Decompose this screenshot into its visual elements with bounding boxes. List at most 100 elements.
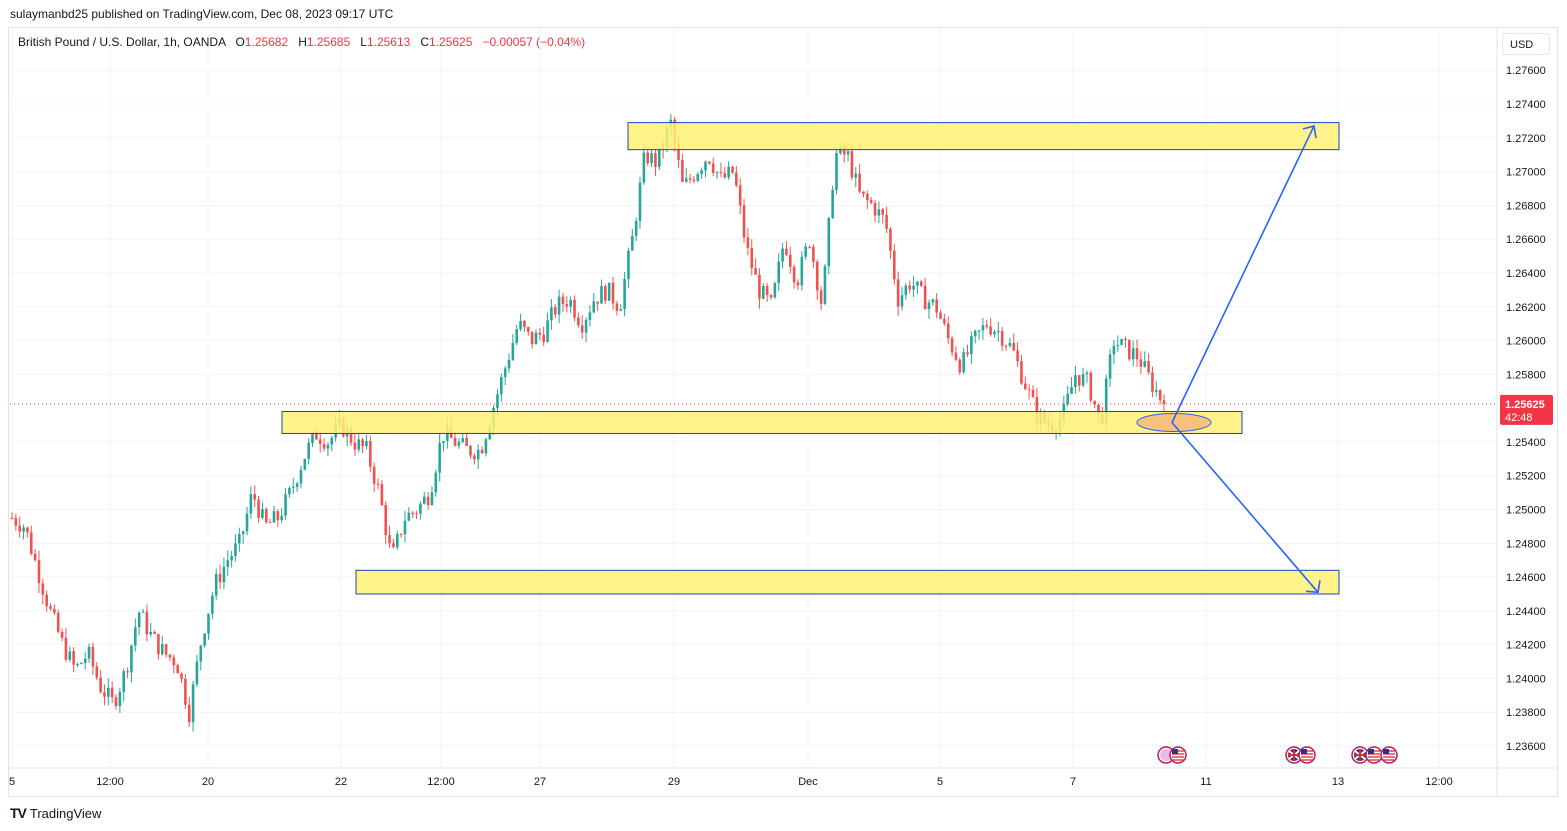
y-tick-label: 1.24800 xyxy=(1506,538,1546,550)
candle-body xyxy=(631,235,634,251)
low-label: L xyxy=(360,35,367,49)
candle-body xyxy=(503,368,507,378)
candle-body xyxy=(842,146,846,155)
candle-body xyxy=(114,697,118,707)
candle-body xyxy=(1035,397,1039,424)
candle-body xyxy=(107,687,110,697)
candle-body xyxy=(538,332,542,335)
candle-body xyxy=(962,352,965,373)
candle-body xyxy=(207,613,210,634)
candle-body xyxy=(29,532,33,554)
candle-body xyxy=(688,178,692,180)
currency-button[interactable]: USD xyxy=(1502,33,1550,55)
y-tick-label: 1.27000 xyxy=(1506,167,1546,179)
symbol-name: British Pound / U.S. Dollar, 1h, OANDA xyxy=(18,35,226,49)
candle-body xyxy=(742,205,746,238)
candle-body xyxy=(388,535,391,544)
candle-body xyxy=(573,299,576,318)
candle-body xyxy=(191,684,195,723)
candle-body xyxy=(426,496,430,505)
candle-body xyxy=(1139,359,1143,367)
candle-body xyxy=(1089,372,1093,401)
candle-body xyxy=(187,704,191,723)
candle-body xyxy=(199,645,203,662)
candle-body xyxy=(584,319,588,333)
candle-body xyxy=(153,631,156,634)
flag-us-icon[interactable] xyxy=(1169,746,1187,764)
candle-body xyxy=(1158,390,1162,401)
candle-body xyxy=(681,159,684,182)
candle-body xyxy=(1027,389,1031,391)
candle-body xyxy=(365,441,368,447)
candle-body xyxy=(1151,372,1154,392)
x-tick-label: 29 xyxy=(668,776,680,788)
chart-frame xyxy=(8,27,1558,797)
flag-us-icon[interactable] xyxy=(1380,746,1398,764)
candle-body xyxy=(395,533,399,548)
candle-body xyxy=(357,439,361,450)
y-tick-label: 1.27400 xyxy=(1506,99,1546,111)
candle-body xyxy=(550,307,553,321)
y-tick-label: 1.26200 xyxy=(1506,302,1546,314)
x-tick-label: 22 xyxy=(335,776,347,788)
candle-body xyxy=(145,611,149,635)
candle-body xyxy=(392,543,395,548)
candle-body xyxy=(762,285,765,299)
symbol-legend[interactable]: British Pound / U.S. Dollar, 1h, OANDA O… xyxy=(18,35,585,49)
candle-body xyxy=(919,281,923,286)
y-tick-label: 1.23600 xyxy=(1506,741,1546,753)
candle-body xyxy=(1093,400,1096,405)
candle-body xyxy=(407,512,411,521)
candle-body xyxy=(133,627,137,646)
flag-us-icon[interactable] xyxy=(1298,746,1316,764)
candle-body xyxy=(303,458,307,470)
flag-uk-icon[interactable] xyxy=(1285,746,1303,764)
candle-body xyxy=(384,505,388,536)
candle-body xyxy=(172,657,176,666)
x-tick-label: 12:00 xyxy=(96,776,124,788)
candle-body xyxy=(634,220,638,236)
open-label: O xyxy=(235,35,245,49)
price-tag-countdown: 42:48 xyxy=(1505,412,1533,424)
us-flag-canton xyxy=(1172,749,1178,754)
candle-body xyxy=(288,488,291,495)
candle-body xyxy=(137,612,141,628)
candle-body xyxy=(738,185,742,206)
candle-body xyxy=(804,246,807,257)
candle-body xyxy=(835,153,838,190)
flag-us-icon[interactable] xyxy=(1365,746,1383,764)
candle-body xyxy=(769,295,773,298)
candle-body xyxy=(1128,339,1131,360)
candle-body xyxy=(141,611,145,613)
y-tick-label: 1.26400 xyxy=(1506,268,1546,280)
candle-body xyxy=(850,151,854,178)
arrow-down-head xyxy=(1305,580,1321,594)
candle-body xyxy=(126,671,129,673)
price-tag-value: 1.25625 xyxy=(1505,399,1545,411)
candle-body xyxy=(604,286,607,301)
candle-body xyxy=(773,283,777,298)
candle-body xyxy=(704,161,707,171)
arrow-up-line xyxy=(1171,125,1315,423)
candle-body xyxy=(245,513,249,532)
candle-body xyxy=(977,330,981,332)
candle-body xyxy=(900,295,904,307)
candle-body xyxy=(118,691,122,707)
candle-body xyxy=(754,268,757,275)
candle-body xyxy=(214,573,218,596)
candle-body xyxy=(981,325,985,331)
candle-body xyxy=(83,658,87,663)
brand[interactable]: TV TradingView xyxy=(10,805,101,821)
candle-body xyxy=(430,492,434,505)
candle-body xyxy=(211,595,214,614)
candle-body xyxy=(1116,344,1120,346)
candle-body xyxy=(253,494,257,500)
candle-body xyxy=(1066,393,1069,405)
candle-body xyxy=(149,631,153,635)
candle-body xyxy=(1077,375,1081,386)
candle-body xyxy=(326,444,330,449)
candle-body xyxy=(727,166,730,178)
y-tick-label: 1.24400 xyxy=(1506,606,1546,618)
candle-body xyxy=(927,302,931,310)
